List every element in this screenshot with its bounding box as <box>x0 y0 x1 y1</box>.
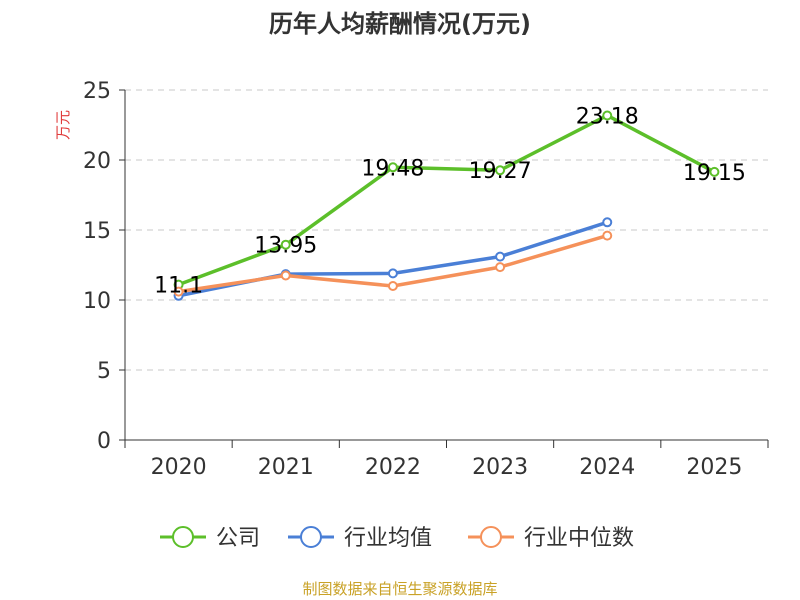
x-tick-label: 2020 <box>151 455 207 480</box>
chart-title: 历年人均薪酬情况(万元) <box>269 10 531 38</box>
axes <box>119 89 769 448</box>
data-label: 19.15 <box>683 161 746 186</box>
data-point <box>387 268 398 279</box>
x-tick-label: 2025 <box>686 455 742 480</box>
data-label: 23.18 <box>576 104 639 129</box>
data-point <box>602 217 613 228</box>
legend-marker <box>480 526 502 548</box>
data-point <box>173 286 184 297</box>
data-point <box>387 281 398 291</box>
y-tick-label: 20 <box>83 149 111 174</box>
source-footer: 制图数据来自恒生聚源数据库 <box>302 580 498 598</box>
data-labels: 11.1 13.95 19.48 19.27 23.18 19.15 <box>154 104 746 298</box>
legend: 公司 行业均值 行业中位数 <box>160 526 634 551</box>
x-tick-label: 2022 <box>365 455 421 480</box>
data-point <box>387 162 398 173</box>
data-point <box>495 165 506 176</box>
y-tick-label: 15 <box>83 219 111 244</box>
legend-label: 公司 <box>216 526 260 551</box>
grid-lines <box>125 89 768 371</box>
data-label: 19.27 <box>469 159 532 184</box>
data-point <box>495 251 506 262</box>
legend-label: 行业均值 <box>344 526 432 551</box>
y-axis-label: 万元 <box>54 110 72 140</box>
y-tick-label: 5 <box>97 359 111 384</box>
data-point <box>280 239 291 250</box>
data-point <box>602 230 613 241</box>
data-label: 13.95 <box>254 234 317 259</box>
data-point <box>602 110 613 121</box>
x-tick-label: 2024 <box>579 455 635 480</box>
data-label: 19.48 <box>361 156 424 181</box>
legend-marker <box>172 526 194 548</box>
data-point <box>495 262 506 273</box>
x-tick-labels: 2020 2021 2022 2023 2024 2025 <box>151 455 743 480</box>
data-label: 11.1 <box>154 274 203 299</box>
series-lines <box>173 110 720 301</box>
legend-marker <box>300 526 322 548</box>
y-tick-label: 10 <box>83 289 111 314</box>
y-tick-label: 0 <box>97 429 111 454</box>
series-line <box>177 113 716 287</box>
data-point <box>280 270 291 281</box>
y-tick-labels: 0 5 10 15 20 25 <box>83 79 111 454</box>
data-point <box>709 166 720 177</box>
y-tick-label: 25 <box>83 79 111 104</box>
x-tick-label: 2021 <box>258 455 314 480</box>
legend-label: 行业中位数 <box>524 526 634 551</box>
x-tick-label: 2023 <box>472 455 528 480</box>
